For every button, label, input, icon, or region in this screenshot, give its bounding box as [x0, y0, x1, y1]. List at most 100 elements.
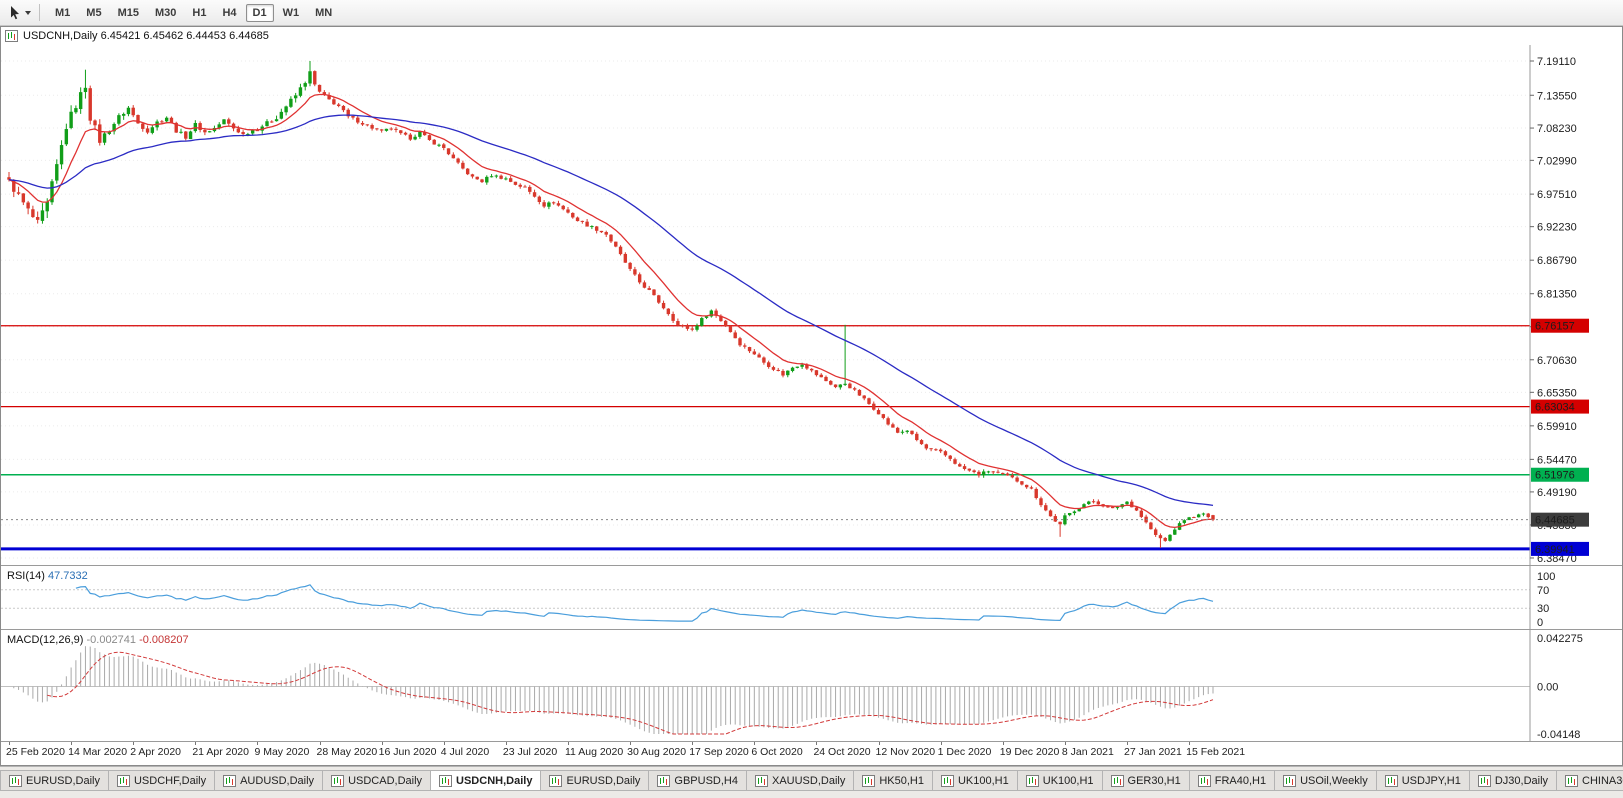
candle — [733, 332, 737, 339]
toolbar-separator — [39, 4, 40, 21]
candle — [422, 132, 427, 136]
chart-tab-usdcnh-daily[interactable]: USDCNH,Daily — [431, 770, 542, 791]
candle — [456, 158, 460, 163]
candle — [771, 367, 776, 370]
date-label: 19 Dec 2020 — [999, 746, 1060, 758]
candle — [981, 471, 986, 476]
candle — [7, 177, 11, 180]
price-axis-tick-label: 7.02990 — [1537, 155, 1577, 167]
candle — [351, 115, 355, 118]
date-label: 2 Apr 2020 — [130, 746, 182, 758]
candle — [704, 316, 709, 318]
candle — [260, 126, 264, 131]
top-toolbar: M1 M5 M15 M30 H1 H4 D1 W1 MN — [0, 0, 1623, 26]
candle — [700, 318, 704, 326]
chart-tab-usoil-weekly[interactable]: USOil,Weekly — [1275, 770, 1377, 791]
candle — [1005, 473, 1010, 476]
chart-tab-audusd-daily[interactable]: AUDUSD,Daily — [215, 770, 324, 791]
candle — [499, 175, 503, 179]
candle — [1096, 501, 1101, 505]
candle — [642, 282, 647, 288]
rsi-line — [75, 584, 1214, 622]
chart-tab-xauusd-daily[interactable]: XAUUSD,Daily — [746, 770, 855, 791]
candle — [203, 130, 207, 133]
candle — [948, 455, 952, 459]
candle — [805, 364, 809, 369]
price-axis-tick-label: 6.49190 — [1537, 487, 1577, 499]
timeframe-button-d1[interactable]: D1 — [245, 3, 274, 22]
candle — [1001, 472, 1005, 474]
candle — [508, 178, 513, 182]
level-price-label — [1531, 467, 1589, 482]
candle — [442, 144, 446, 148]
candle — [59, 145, 64, 165]
chart-tab-hk50-h1[interactable]: HK50,H1 — [854, 770, 933, 791]
chart-tab-label: GER30,H1 — [1127, 774, 1181, 787]
cursor-tool-icon[interactable] — [5, 3, 25, 23]
candle — [958, 464, 962, 467]
timeframe-button-h1[interactable]: H1 — [192, 6, 207, 19]
candle — [1058, 521, 1062, 525]
chart-tab-label: CHINA300,H1 — [1582, 774, 1623, 787]
candle — [298, 87, 303, 96]
timeframe-button-m5[interactable]: M5 — [86, 6, 102, 19]
candle — [666, 308, 671, 315]
candle — [671, 313, 675, 321]
chart-tab-usdchf-daily[interactable]: USDCHF,Daily — [108, 770, 216, 791]
candle — [881, 414, 886, 418]
chart-tab-icon — [1565, 774, 1579, 787]
candle — [657, 295, 661, 303]
price-axis-tick-label: 6.92230 — [1537, 222, 1577, 234]
candle — [829, 380, 833, 385]
chart-tab-gbpusd-h4[interactable]: GBPUSD,H4 — [649, 770, 747, 791]
chart-tab-uk100-h1[interactable]: UK100,H1 — [1017, 770, 1103, 791]
chart-tab-usdcad-daily[interactable]: USDCAD,Daily — [323, 770, 432, 791]
candle — [1072, 511, 1077, 514]
chart-tab-label: AUDUSD,Daily — [240, 774, 315, 787]
timeframe-button-m1[interactable]: M1 — [55, 6, 71, 19]
candle — [188, 131, 193, 140]
level-price-label-text: 6.51976 — [1535, 470, 1575, 482]
price-chart[interactable]: 7.19110 7.13550 7.08230 7.02990 6.97510 6.922… — [1, 45, 1622, 565]
candle — [394, 128, 398, 130]
candle — [924, 444, 929, 449]
candle — [446, 148, 451, 155]
candle — [1196, 514, 1201, 518]
candle — [379, 129, 384, 131]
chart-tab-china300-h1[interactable]: CHINA300,H1 — [1557, 770, 1623, 791]
candle — [809, 368, 814, 371]
candle — [996, 471, 1000, 473]
date-label: 6 Oct 2020 — [751, 746, 803, 758]
chart-tab-usdjpy-h1[interactable]: USDJPY,H1 — [1376, 770, 1470, 791]
timeframe-button-m15[interactable]: M15 — [117, 6, 139, 19]
rsi-panel[interactable]: 100 70 30 0 RSI(14) 47.7332 — [1, 565, 1622, 629]
chart-title-bar: USDCNH,Daily 6.45421 6.45462 6.44453 6.4… — [1, 27, 1622, 45]
price-axis-tick-label: 6.54470 — [1537, 454, 1577, 466]
chart-tab-fra40-h1[interactable]: FRA40,H1 — [1189, 770, 1276, 791]
chart-tab-eurusd-daily[interactable]: EURUSD,Daily — [0, 770, 109, 791]
candle — [723, 320, 728, 327]
candle — [117, 115, 121, 124]
candle — [169, 117, 174, 123]
timeframe-button-m30[interactable]: M30 — [154, 6, 177, 19]
timeframe-button-h4[interactable]: H4 — [222, 6, 237, 19]
chart-tab-eurusd-daily[interactable]: EURUSD,Daily — [541, 770, 650, 791]
date-label: 11 Aug 2020 — [565, 746, 624, 758]
candle — [246, 133, 250, 135]
candle — [389, 128, 393, 130]
chart-tab-ger30-h1[interactable]: GER30,H1 — [1102, 770, 1190, 791]
chart-tab-uk100-h1[interactable]: UK100,H1 — [932, 770, 1018, 791]
macd-panel[interactable]: 0.042275 0.00 -0.04148 MACD(12,26,9) -0.002… — [1, 629, 1622, 741]
candle — [728, 326, 733, 333]
candle — [236, 128, 241, 133]
timeframe-button-w1[interactable]: W1 — [282, 6, 300, 19]
toolbar-dropdown-icon[interactable] — [25, 3, 35, 23]
candle — [179, 131, 183, 133]
candle — [399, 130, 403, 134]
time-axis[interactable]: 25 Feb 2020 14 Mar 2020 2 Apr 2020 21 Apr 2… — [1, 741, 1622, 762]
candle — [418, 131, 422, 137]
price-axis-tick-label: 7.08230 — [1537, 123, 1577, 135]
timeframe-button-mn[interactable]: MN — [315, 6, 333, 19]
chart-tab-dj30-daily[interactable]: DJ30,Daily — [1469, 770, 1558, 791]
